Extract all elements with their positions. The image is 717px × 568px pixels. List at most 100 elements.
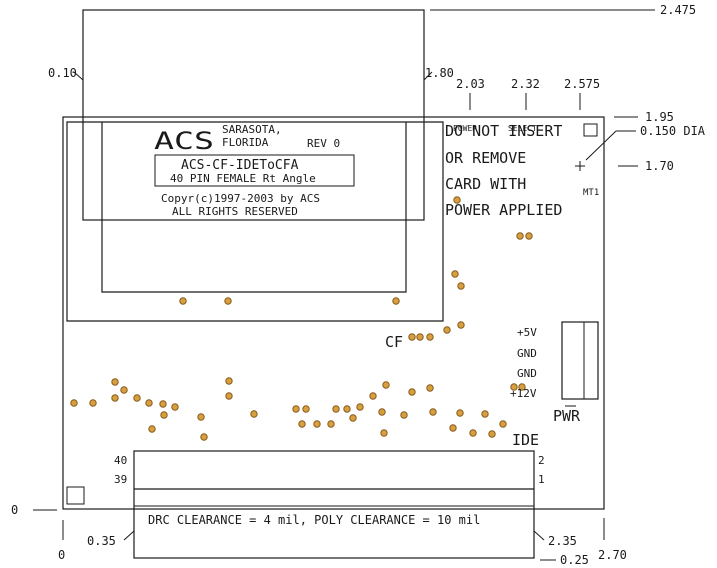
dim-y-0-25: 0.25 — [560, 553, 589, 567]
city: SARASOTA, — [222, 123, 282, 136]
via-pad — [392, 297, 400, 305]
via-pad — [111, 394, 119, 402]
cf-card-outline — [82, 9, 425, 221]
via-pad — [369, 392, 377, 400]
pin-39-label: 39 — [114, 473, 127, 486]
via-pad — [499, 420, 507, 428]
via-pad — [111, 378, 119, 386]
via-pad — [488, 430, 496, 438]
power-pin-5v: +5V — [517, 326, 537, 339]
dim-select-x: 2.32 — [511, 77, 540, 91]
dim-x-2-35: 2.35 — [548, 534, 577, 548]
via-pad — [426, 384, 434, 392]
via-pad — [453, 196, 461, 204]
via-pad — [343, 405, 351, 413]
via-pad — [456, 409, 464, 417]
clearance-note: DRC CLEARANCE = 4 mil, POLY CLEARANCE = … — [148, 513, 480, 527]
via-pad — [145, 399, 153, 407]
via-pad — [250, 410, 258, 418]
via-pad — [516, 232, 524, 240]
warning-line-4: POWER APPLIED — [445, 201, 562, 219]
pad-group — [70, 196, 533, 441]
via-pad — [313, 420, 321, 428]
via-pad — [159, 400, 167, 408]
dim-y-1-70: 1.70 — [645, 159, 674, 173]
via-pad — [70, 399, 78, 407]
rev: REV 0 — [307, 137, 340, 150]
dim-right-pin: 1.80 — [425, 66, 454, 80]
via-pad — [171, 403, 179, 411]
cf-label: CF — [385, 333, 403, 351]
dim-y-1-95: 1.95 — [645, 110, 674, 124]
mt1-label: MT1 — [583, 188, 599, 198]
power-pin-12v: +12V — [510, 387, 537, 400]
via-pad — [224, 297, 232, 305]
via-pad — [469, 429, 477, 437]
via-pad — [457, 282, 465, 290]
dim-origin-y: 0 — [11, 503, 18, 517]
via-pad — [451, 270, 459, 278]
via-pad — [160, 411, 168, 419]
pin-40-label: 40 — [114, 454, 127, 467]
pwr-label: PWR — [553, 407, 581, 425]
rights: ALL RIGHTS RESERVED — [172, 205, 298, 218]
dim-hole-dia: 0.150 DIA — [640, 124, 706, 138]
led-power-label: POWER — [453, 124, 477, 133]
via-pad — [416, 333, 424, 341]
via-pad — [225, 377, 233, 385]
cf-socket-outline — [66, 121, 444, 322]
via-pad — [457, 321, 465, 329]
dimension-leaders — [33, 9, 655, 561]
via-pad — [429, 408, 437, 416]
power-connector-outline — [561, 321, 599, 400]
warning-line-2: OR REMOVE — [445, 149, 526, 167]
via-pad — [89, 399, 97, 407]
dim-power-x: 2.03 — [456, 77, 485, 91]
ide-header-outline — [133, 450, 535, 559]
pin-2-label: 2 — [538, 454, 545, 467]
via-pad — [179, 297, 187, 305]
via-pad — [332, 405, 340, 413]
part-number: ACS-CF-IDEToCFA — [181, 158, 299, 173]
via-pad — [200, 433, 208, 441]
via-pad — [382, 381, 390, 389]
via-pad — [349, 414, 357, 422]
dim-top: 2.475 — [660, 3, 696, 17]
via-pad — [327, 420, 335, 428]
via-pad — [378, 408, 386, 416]
pin-1-label: 1 — [538, 473, 545, 486]
via-pad — [298, 420, 306, 428]
via-pad — [481, 410, 489, 418]
warning-line-1: DO NOT INSERT — [445, 122, 562, 140]
via-pad — [426, 333, 434, 341]
via-pad — [225, 392, 233, 400]
warning-line-3: CARD WITH — [445, 175, 526, 193]
via-pad — [120, 386, 128, 394]
via-pad — [408, 388, 416, 396]
via-pad — [400, 411, 408, 419]
state: FLORIDA — [222, 136, 269, 149]
pin1-marker — [66, 486, 85, 505]
led-select-label: SELECT — [508, 124, 537, 133]
connector-desc: 40 PIN FEMALE Rt Angle — [170, 172, 316, 185]
part-label-box — [154, 154, 355, 187]
via-pad — [443, 326, 451, 334]
dim-corner-x: 2.575 — [564, 77, 600, 91]
via-pad — [133, 394, 141, 402]
via-pad — [380, 429, 388, 437]
via-pad — [197, 413, 205, 421]
ide-label: IDE — [512, 431, 539, 449]
via-pad — [292, 405, 300, 413]
via-pad — [510, 383, 518, 391]
dim-left-pin: 0.10 — [48, 66, 77, 80]
via-pad — [518, 383, 526, 391]
mounting-hole-cross-icon — [575, 161, 585, 171]
board-outline — [62, 116, 605, 510]
via-pad — [449, 424, 457, 432]
via-pad — [408, 333, 416, 341]
via-pad — [356, 403, 364, 411]
power-pin-gnd-1: GND — [517, 347, 537, 360]
via-pad — [302, 405, 310, 413]
dim-x-2-70: 2.70 — [598, 548, 627, 562]
